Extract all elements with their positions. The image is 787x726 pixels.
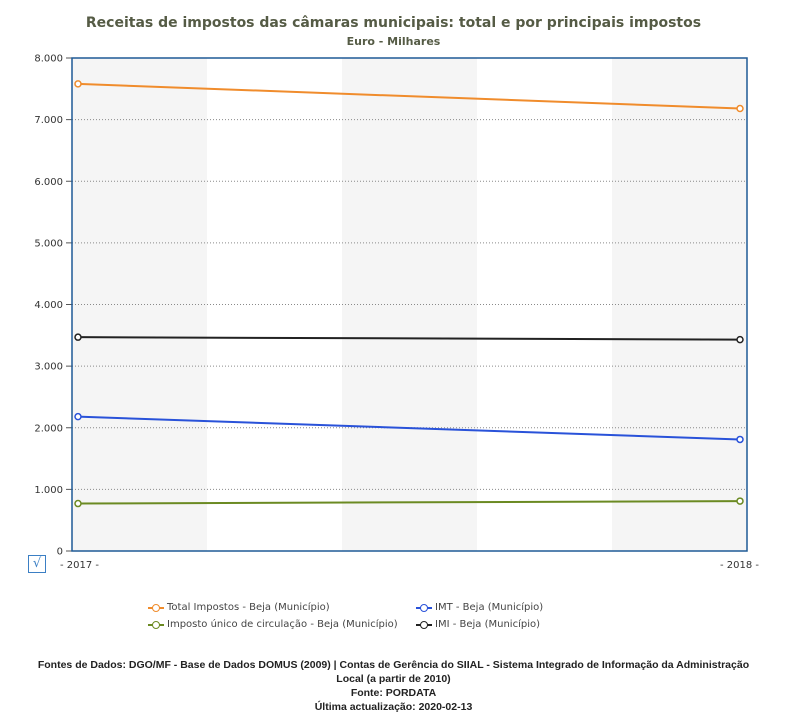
legend-label: Imposto único de circulação - Beja (Muni… [167,619,398,630]
y-tick-label: 3.000 [34,362,63,373]
chart-title: Receitas de impostos das câmaras municip… [85,15,702,31]
legend-label: Total Impostos - Beja (Município) [167,602,330,613]
legend-item[interactable]: Total Impostos - Beja (Município) [148,602,330,613]
legend-marker-icon [148,620,164,630]
plot-frame [71,57,748,552]
footer-sources: Fontes de Dados: DGO/MF - Base de Dados … [37,659,750,671]
y-tick-label: 5.000 [34,238,63,249]
data-point [736,497,744,505]
line-chart: 0 1.000 2.000 3.000 4.000 5.000 6.000 7.000 8.00… [34,54,759,572]
footer-source: Fonte: PORDATA [350,687,437,699]
data-point [74,80,82,88]
series-line [77,415,741,441]
y-tick-label: 1.000 [34,485,63,496]
legend-item[interactable]: IMT - Beja (Município) [416,602,543,613]
legend-marker-icon [148,603,164,613]
data-point [736,104,744,113]
data-point [74,499,82,508]
y-tick-label: 8.000 [34,54,63,65]
series-line [77,336,741,341]
plot-band [612,58,747,551]
checkbox-toggle[interactable]: √ [28,555,46,573]
legend-label: IMI - Beja (Município) [435,619,540,630]
data-point [736,435,744,444]
y-tick-label: 7.000 [34,115,63,126]
data-point [736,335,744,344]
plot-band [207,58,342,551]
y-tick-label: 6.000 [34,177,63,188]
series-line [77,500,741,505]
plot-band [342,58,477,551]
x-tick-label: - 2018 - [720,560,759,571]
y-tick-label: 0 [57,547,63,558]
plot-band [477,58,612,551]
y-tick-label: 4.000 [34,300,63,311]
data-point [74,333,82,341]
legend-marker-icon [416,603,432,613]
legend-item[interactable]: Imposto único de circulação - Beja (Muni… [148,619,398,630]
x-tick-label: - 2017 - [60,560,99,571]
legend-label: IMT - Beja (Município) [435,602,544,613]
plot-band [72,58,207,551]
footer-last-update: Última actualização: 2020-02-13 [314,701,473,713]
series-line [77,82,741,110]
legend-marker-icon [416,620,432,630]
legend-item[interactable]: IMI - Beja (Município) [416,619,540,630]
data-point [74,412,82,421]
data-sources-footer: Fontes de Dados: DGO/MF - Base de Dados … [0,658,787,714]
chart-subtitle: Euro - Milhares [346,35,441,48]
y-tick-label: 2.000 [34,423,63,434]
footer-sources-cont: Local (a partir de 2010) [336,673,451,685]
